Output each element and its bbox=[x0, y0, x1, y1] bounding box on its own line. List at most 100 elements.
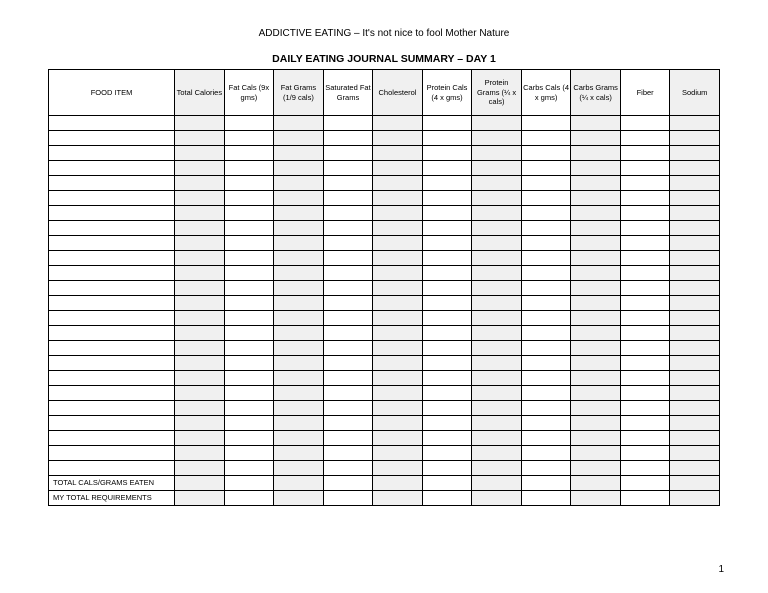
cell-sodium bbox=[670, 431, 720, 446]
cell-totcal bbox=[175, 326, 225, 341]
cell-protgrams bbox=[472, 326, 522, 341]
cell-fatcals bbox=[224, 356, 274, 371]
cell-carbcals bbox=[521, 431, 571, 446]
cell-protgrams bbox=[472, 341, 522, 356]
cell-food bbox=[49, 386, 175, 401]
cell-sodium bbox=[670, 161, 720, 176]
cell-satfat bbox=[323, 371, 373, 386]
cell-totcal bbox=[175, 311, 225, 326]
cell-fatcals bbox=[224, 416, 274, 431]
cell-fatgrams bbox=[274, 116, 324, 131]
cell-sodium bbox=[670, 266, 720, 281]
cell-fatcals bbox=[224, 431, 274, 446]
cell-chol bbox=[373, 236, 423, 251]
table-row bbox=[49, 236, 720, 251]
cell-totcal bbox=[175, 371, 225, 386]
table-row bbox=[49, 176, 720, 191]
cell-food bbox=[49, 191, 175, 206]
cell-protcals bbox=[422, 461, 472, 476]
cell-carbcals bbox=[521, 461, 571, 476]
cell-satfat bbox=[323, 386, 373, 401]
cell-fatgrams bbox=[274, 191, 324, 206]
cell-totcal bbox=[175, 251, 225, 266]
cell-protcals bbox=[422, 311, 472, 326]
cell-fiber bbox=[620, 371, 670, 386]
cell-food bbox=[49, 146, 175, 161]
cell-satfat bbox=[323, 446, 373, 461]
cell-carbgrams bbox=[571, 251, 621, 266]
cell-totcal bbox=[175, 176, 225, 191]
cell-carbcals bbox=[521, 116, 571, 131]
table-row bbox=[49, 311, 720, 326]
cell-fatcals bbox=[224, 491, 274, 506]
cell-protcals bbox=[422, 146, 472, 161]
column-header-protcals: Protein Cals (4 x gms) bbox=[422, 70, 472, 116]
cell-fatcals bbox=[224, 461, 274, 476]
cell-sodium bbox=[670, 416, 720, 431]
cell-sodium bbox=[670, 116, 720, 131]
cell-chol bbox=[373, 371, 423, 386]
cell-satfat bbox=[323, 161, 373, 176]
cell-satfat bbox=[323, 176, 373, 191]
cell-carbcals bbox=[521, 146, 571, 161]
table-row bbox=[49, 356, 720, 371]
cell-fatcals bbox=[224, 146, 274, 161]
cell-carbgrams bbox=[571, 386, 621, 401]
table-row bbox=[49, 281, 720, 296]
cell-fiber bbox=[620, 251, 670, 266]
cell-fiber bbox=[620, 326, 670, 341]
cell-protcals bbox=[422, 191, 472, 206]
cell-fatcals bbox=[224, 236, 274, 251]
cell-protcals bbox=[422, 416, 472, 431]
cell-fiber bbox=[620, 161, 670, 176]
cell-fatcals bbox=[224, 341, 274, 356]
cell-fatgrams bbox=[274, 461, 324, 476]
cell-protcals bbox=[422, 386, 472, 401]
cell-chol bbox=[373, 386, 423, 401]
cell-carbcals bbox=[521, 281, 571, 296]
cell-sodium bbox=[670, 206, 720, 221]
cell-sodium bbox=[670, 281, 720, 296]
cell-sodium bbox=[670, 311, 720, 326]
cell-carbgrams bbox=[571, 461, 621, 476]
cell-fatgrams bbox=[274, 401, 324, 416]
cell-food bbox=[49, 311, 175, 326]
cell-carbcals bbox=[521, 131, 571, 146]
journal-table: FOOD ITEMTotal CaloriesFat Cals (9x gms)… bbox=[48, 69, 720, 506]
cell-carbgrams bbox=[571, 296, 621, 311]
cell-fiber bbox=[620, 416, 670, 431]
cell-protcals bbox=[422, 161, 472, 176]
cell-protgrams bbox=[472, 446, 522, 461]
cell-fatcals bbox=[224, 311, 274, 326]
cell-carbgrams bbox=[571, 191, 621, 206]
cell-food bbox=[49, 326, 175, 341]
cell-protgrams bbox=[472, 491, 522, 506]
cell-totcal bbox=[175, 146, 225, 161]
cell-totcal bbox=[175, 491, 225, 506]
cell-satfat bbox=[323, 116, 373, 131]
cell-carbcals bbox=[521, 476, 571, 491]
cell-protcals bbox=[422, 356, 472, 371]
cell-chol bbox=[373, 491, 423, 506]
cell-carbgrams bbox=[571, 236, 621, 251]
cell-fiber bbox=[620, 116, 670, 131]
table-row bbox=[49, 401, 720, 416]
cell-chol bbox=[373, 206, 423, 221]
cell-protcals bbox=[422, 326, 472, 341]
column-header-carbcals: Carbs Cals (4 x gms) bbox=[521, 70, 571, 116]
cell-carbgrams bbox=[571, 416, 621, 431]
cell-satfat bbox=[323, 476, 373, 491]
cell-carbgrams bbox=[571, 131, 621, 146]
cell-protgrams bbox=[472, 386, 522, 401]
table-row bbox=[49, 221, 720, 236]
cell-chol bbox=[373, 476, 423, 491]
cell-carbgrams bbox=[571, 116, 621, 131]
cell-fatgrams bbox=[274, 446, 324, 461]
cell-food bbox=[49, 176, 175, 191]
cell-carbgrams bbox=[571, 446, 621, 461]
cell-protcals bbox=[422, 236, 472, 251]
cell-carbcals bbox=[521, 356, 571, 371]
cell-fatcals bbox=[224, 206, 274, 221]
cell-fiber bbox=[620, 386, 670, 401]
table-row bbox=[49, 266, 720, 281]
